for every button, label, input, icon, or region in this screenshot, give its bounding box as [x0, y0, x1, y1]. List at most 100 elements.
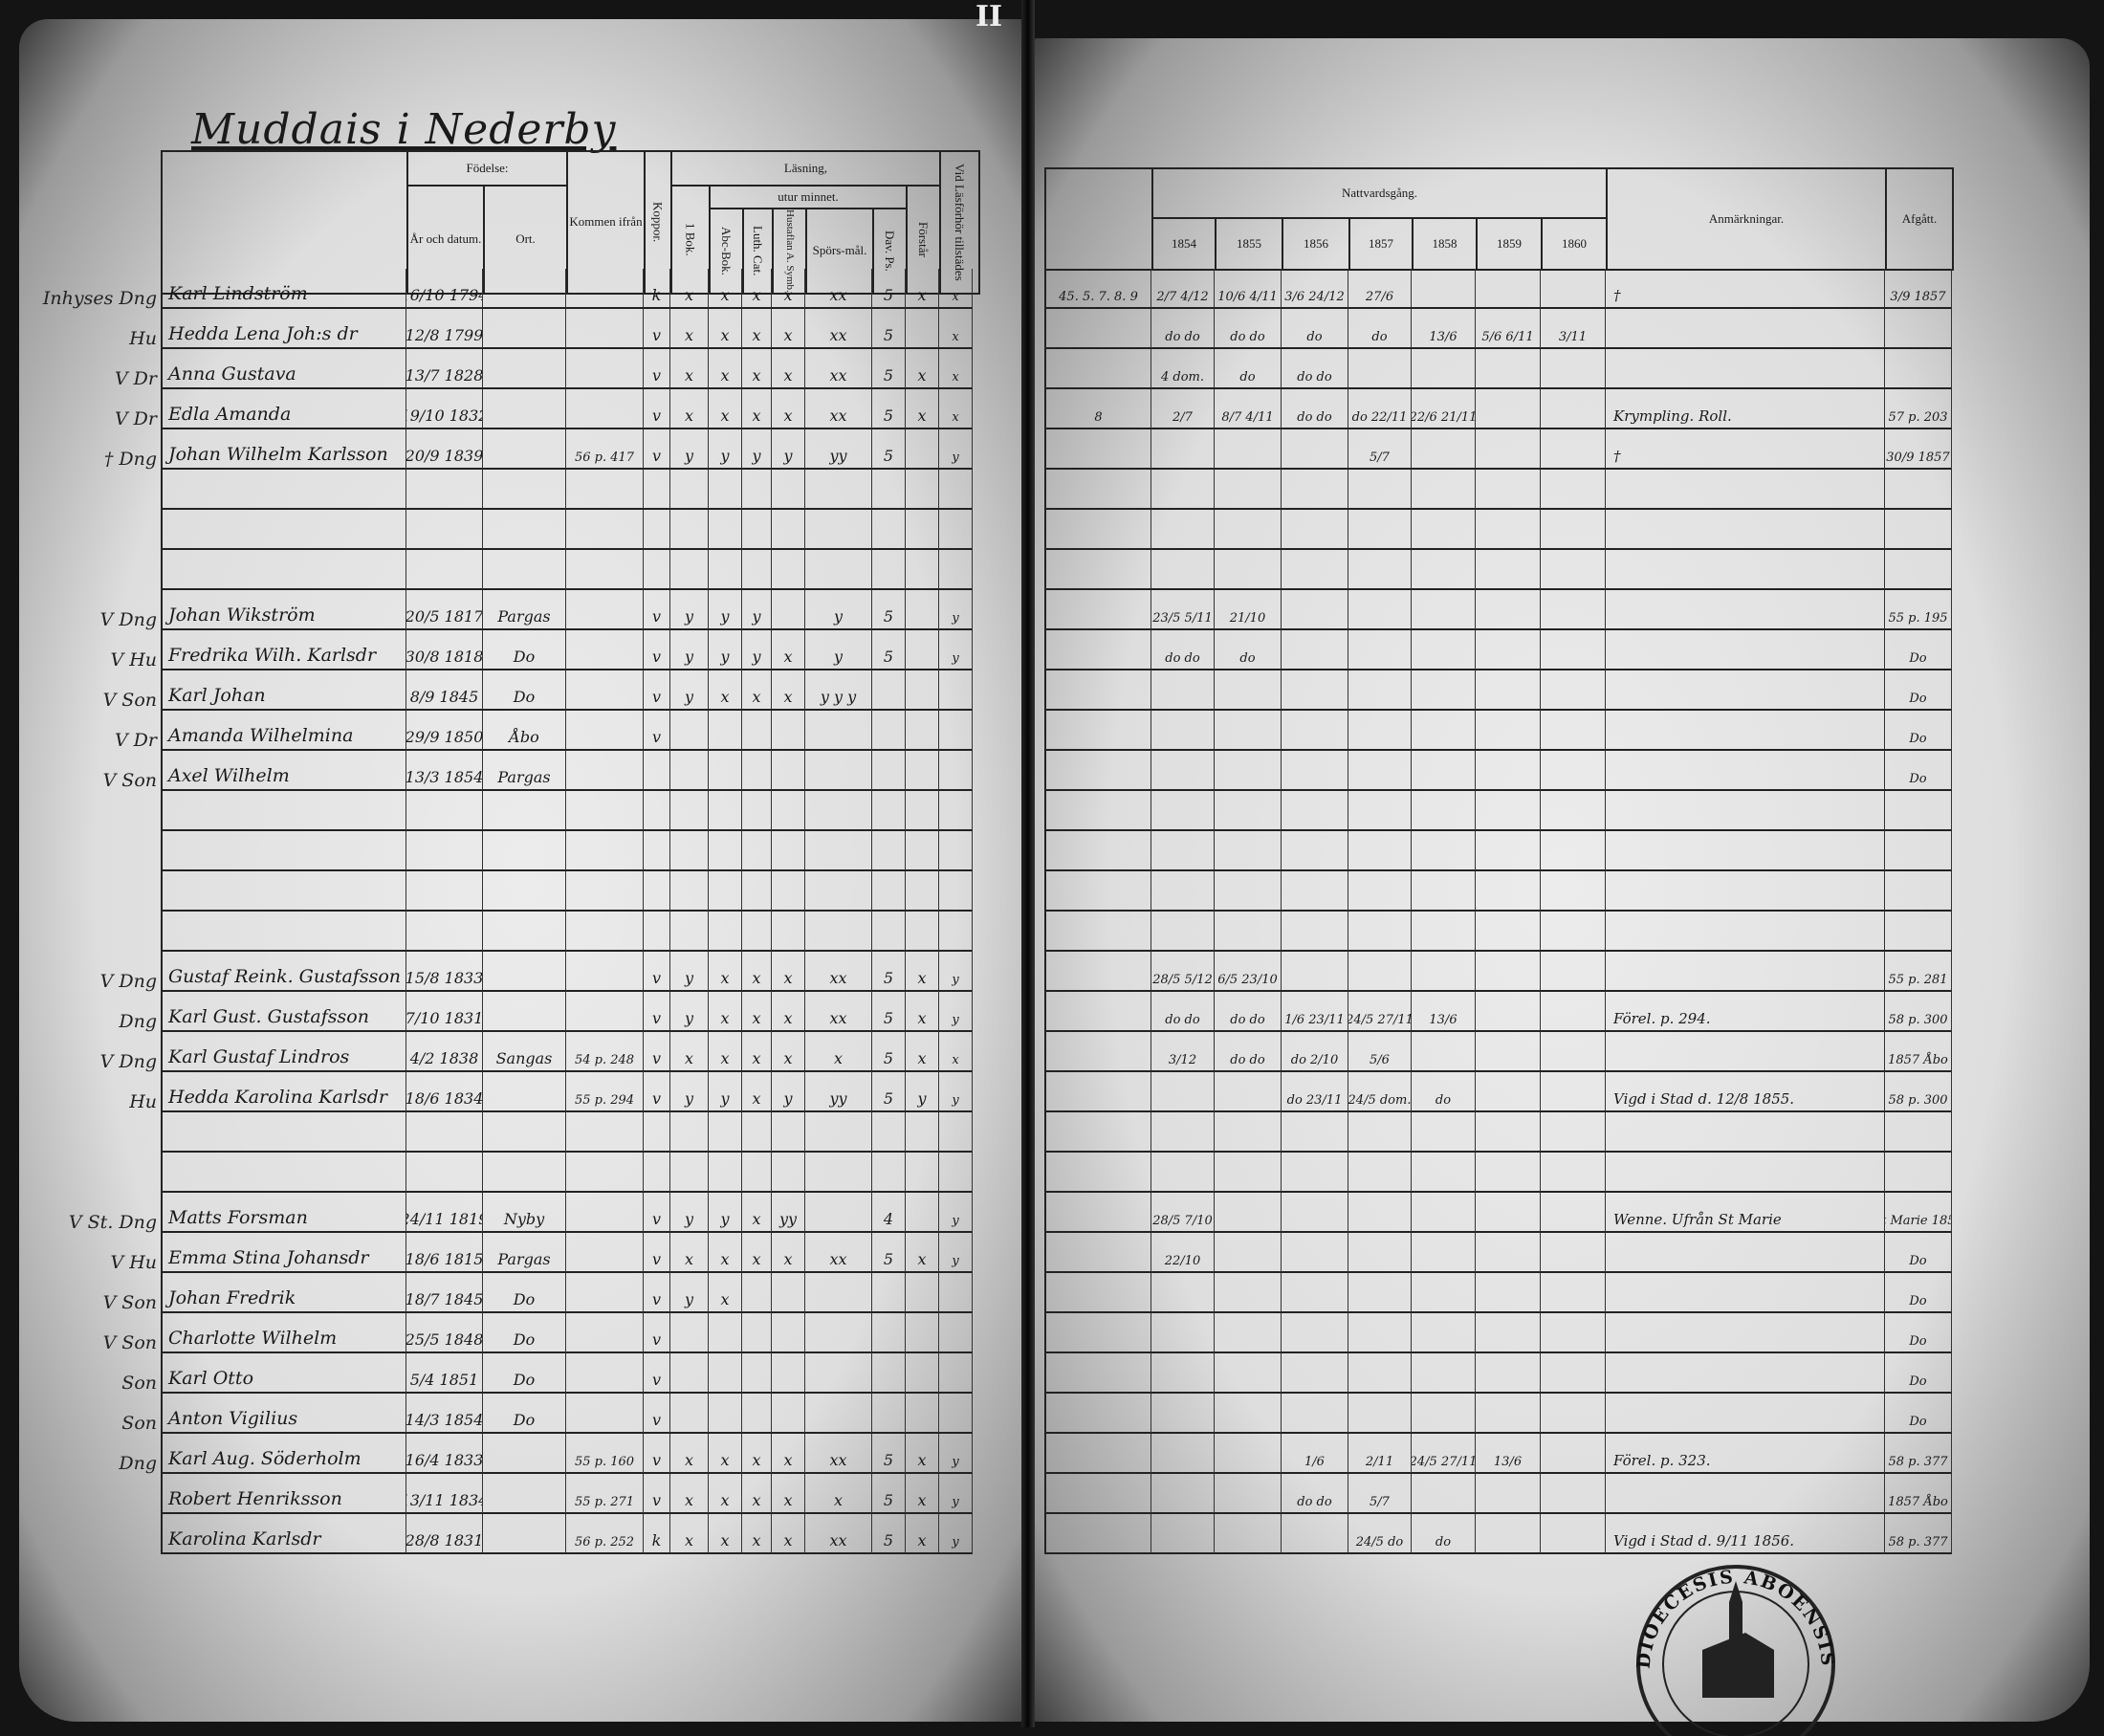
present-mark: y	[939, 1233, 973, 1273]
communion-date	[1412, 590, 1476, 630]
communion-date	[1282, 1153, 1348, 1193]
birth-place	[483, 510, 566, 550]
smallpox-mark: k	[644, 269, 670, 309]
birth-date: 8/9 1845	[406, 670, 483, 711]
person-name	[161, 470, 406, 510]
birth-date: 25/5 1848	[406, 1313, 483, 1353]
row-mark: V	[114, 368, 128, 389]
understands-mark	[906, 831, 939, 871]
communion-date	[1282, 1193, 1348, 1233]
communion-date	[1476, 1193, 1541, 1233]
reading-header: Läsning,	[670, 150, 941, 187]
dav-ps-mark	[872, 670, 906, 711]
house-table-mark: x	[772, 1233, 805, 1273]
birth-place	[483, 1072, 566, 1112]
communion-date	[1476, 389, 1541, 429]
understands-mark	[906, 429, 939, 470]
communion-date	[1348, 470, 1412, 510]
row-mark: V	[114, 730, 128, 751]
present-mark: y	[939, 1514, 973, 1554]
luth-cat-mark	[742, 1313, 772, 1353]
communion-date	[1412, 912, 1476, 952]
questions-mark	[805, 1394, 872, 1434]
row-margin-note	[50, 912, 157, 956]
house-table-mark	[772, 912, 805, 952]
house-table-mark: x	[772, 1474, 805, 1514]
dav-ps-mark: 4	[872, 1193, 906, 1233]
birth-place	[483, 1514, 566, 1554]
birth-date: 29/9 1850	[406, 711, 483, 751]
communion-date	[1412, 470, 1476, 510]
departed: 57 p. 203	[1885, 389, 1952, 429]
communion-date	[1412, 831, 1476, 871]
departed	[1885, 1112, 1952, 1153]
departed: 58 p. 300	[1885, 1072, 1952, 1112]
birth-date	[406, 550, 483, 590]
smallpox-mark: v	[644, 952, 670, 992]
questions-mark	[805, 1273, 872, 1313]
row-role: Son	[121, 770, 157, 791]
person-name: Emma Stina Johansdr	[161, 1233, 406, 1273]
departed	[1885, 550, 1952, 590]
communion-date	[1476, 470, 1541, 510]
communion-note	[1044, 470, 1151, 510]
present-mark	[939, 1273, 973, 1313]
row-role: Dng	[119, 971, 157, 992]
departed: 1857 Åbo	[1885, 1474, 1952, 1514]
house-table-mark	[772, 871, 805, 912]
abc-book-mark	[709, 470, 742, 510]
came-from	[566, 349, 644, 389]
luth-cat-mark: x	[742, 1193, 772, 1233]
dav-ps-mark: 5	[872, 1072, 906, 1112]
first-book-mark: y	[670, 952, 709, 992]
row-margin-note	[50, 831, 157, 875]
abc-book-mark	[709, 1353, 742, 1394]
communion-date: 6/5 23/10	[1215, 952, 1282, 992]
church-icon	[1702, 1581, 1774, 1698]
smallpox-mark: v	[644, 1434, 670, 1474]
communion-date: 5/6 6/11	[1476, 309, 1541, 349]
communion-date	[1215, 912, 1282, 952]
house-table-mark: x	[772, 670, 805, 711]
row-role: Hu	[129, 1091, 157, 1112]
row-mark: V	[99, 971, 114, 992]
birth-place: Do	[483, 630, 566, 670]
communion-date	[1476, 1072, 1541, 1112]
came-from	[566, 1394, 644, 1434]
first-book-mark: x	[670, 1032, 709, 1072]
communion-date	[1541, 630, 1606, 670]
communion-date	[1476, 1394, 1541, 1434]
present-mark	[939, 1313, 973, 1353]
luth-cat-mark	[742, 1394, 772, 1434]
understands-mark	[906, 670, 939, 711]
communion-date	[1476, 791, 1541, 831]
understands-mark	[906, 1394, 939, 1434]
house-table-mark: x	[772, 309, 805, 349]
communion-date: 28/5 5/12	[1151, 952, 1215, 992]
communion-date	[1541, 1394, 1606, 1434]
understands-mark	[906, 1112, 939, 1153]
present-mark	[939, 470, 973, 510]
communion-date	[1282, 751, 1348, 791]
communion-date	[1151, 1153, 1215, 1193]
communion-date	[1541, 269, 1606, 309]
house-table-header: Hustaflan A. Symb.	[784, 209, 796, 293]
communion-date	[1215, 1434, 1282, 1474]
person-name: Robert Henriksson	[161, 1474, 406, 1514]
smallpox-mark: v	[644, 670, 670, 711]
present-mark: x	[939, 1032, 973, 1072]
communion-note	[1044, 1514, 1151, 1554]
abc-book-mark	[709, 831, 742, 871]
house-table-mark	[772, 1153, 805, 1193]
communion-date	[1151, 670, 1215, 711]
communion-date	[1215, 1233, 1282, 1273]
communion-date	[1215, 1313, 1282, 1353]
communion-date: do	[1282, 309, 1348, 349]
row-margin-note: † Dng	[50, 429, 157, 473]
communion-date	[1476, 952, 1541, 992]
present-mark	[939, 751, 973, 791]
communion-note	[1044, 831, 1151, 871]
dav-ps-mark: 5	[872, 590, 906, 630]
questions-mark	[805, 711, 872, 751]
communion-date: do do	[1151, 309, 1215, 349]
